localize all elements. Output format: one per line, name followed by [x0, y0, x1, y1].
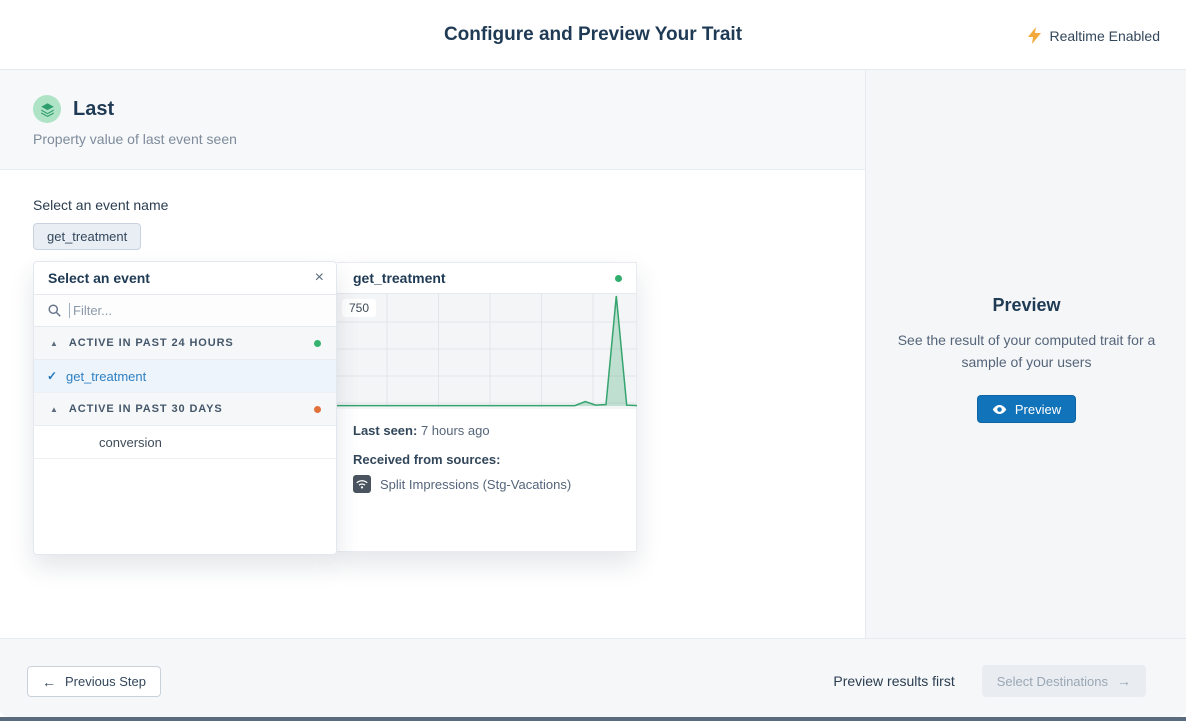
trait-header: Last Property value of last event seen: [0, 70, 865, 170]
collapse-icon: ▲: [50, 338, 58, 348]
realtime-label: Realtime Enabled: [1049, 27, 1160, 44]
source-wifi-icon: [353, 475, 371, 493]
arrow-right-icon: →: [1117, 673, 1131, 689]
main-panel: Last Property value of last event seen S…: [0, 70, 865, 638]
trait-description: Property value of last event seen: [33, 131, 237, 147]
selected-event-chip[interactable]: get_treatment: [33, 223, 142, 250]
event-status-dot: [615, 274, 622, 282]
close-icon[interactable]: ×: [314, 269, 324, 286]
preview-title: Preview: [992, 295, 1061, 315]
select-destinations-button[interactable]: Select Destinations →: [981, 665, 1146, 697]
collapse-icon: ▲: [50, 404, 58, 414]
activity-dot-green: [314, 339, 321, 347]
y-axis-max-label: 750: [342, 299, 377, 317]
layers-icon: [33, 95, 61, 123]
sparkline-svg: [337, 294, 638, 407]
event-detail-title: get_treatment: [353, 270, 446, 286]
event-volume-chart: 750: [337, 294, 638, 409]
realtime-status: Realtime Enabled: [1028, 27, 1160, 44]
group-header-24h[interactable]: ▲ ACTIVE IN PAST 24 HOURS: [34, 327, 336, 360]
last-seen-row: Last seen: 7 hours ago: [353, 423, 490, 438]
event-option-get-treatment[interactable]: ✓ get_treatment: [34, 360, 336, 393]
source-name: Split Impressions (Stg-Vacations): [380, 476, 572, 492]
page-title: Configure and Preview Your Trait: [443, 24, 743, 45]
filter-input[interactable]: [69, 303, 299, 318]
event-name-label: Select an event name: [33, 197, 169, 213]
previous-step-button[interactable]: ← Previous Step: [27, 666, 161, 697]
top-bar: Configure and Preview Your Trait Realtim…: [0, 0, 1186, 70]
trait-name: Last: [73, 97, 115, 120]
lightning-icon: [1028, 27, 1042, 44]
preview-sidebar: Preview See the result of your computed …: [865, 70, 1186, 638]
arrow-left-icon: ←: [42, 673, 56, 690]
footer-bar: ← Previous Step Preview results first Se…: [0, 638, 1186, 717]
event-select-dropdown: Select an event × ▲ ACTIVE IN PAST 24 HO…: [33, 261, 337, 555]
search-icon: [48, 304, 61, 317]
event-option-conversion[interactable]: conversion: [34, 426, 336, 459]
group-header-30d[interactable]: ▲ ACTIVE IN PAST 30 DAYS: [34, 393, 336, 426]
window-bottom-edge: [0, 717, 1186, 721]
preview-button[interactable]: Preview: [976, 395, 1077, 424]
dropdown-title: Select an event: [48, 270, 150, 286]
filter-row: [34, 295, 336, 327]
preview-description: See the result of your computed trait fo…: [897, 332, 1156, 370]
check-icon: ✓: [47, 369, 58, 383]
event-detail-popover: get_treatment 750 Last seen: 7 hours ago: [337, 262, 638, 552]
eye-icon: [992, 404, 1007, 414]
sources-row: Received from sources: Split Impressions…: [353, 452, 572, 493]
preview-hint-text: Preview results first: [833, 673, 955, 689]
activity-dot-orange: [314, 405, 321, 413]
